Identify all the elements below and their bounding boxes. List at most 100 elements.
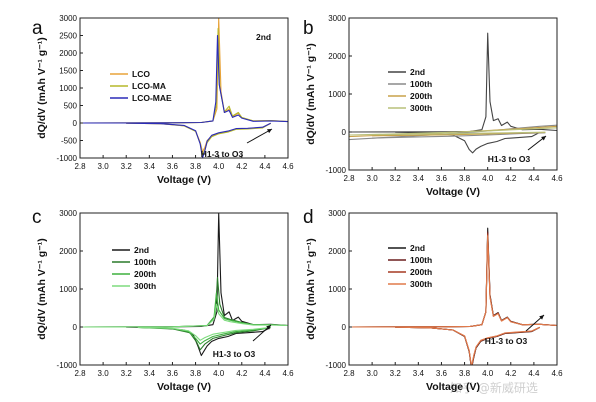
series-2nd-discharge-line	[395, 326, 540, 365]
plot-area	[349, 32, 557, 154]
x-tick-label: 3.8	[190, 162, 202, 171]
y-tick-label: 0	[342, 323, 347, 332]
series-100th-charge-line	[349, 231, 557, 328]
corner-label: 2nd	[256, 32, 271, 42]
y-tick-label: 2000	[328, 52, 346, 61]
series-300th-charge-line	[80, 303, 288, 328]
x-axis-label: Voltage (V)	[426, 381, 480, 393]
x-tick-label: 3.4	[413, 369, 425, 378]
y-tick-label: 3000	[59, 14, 77, 23]
x-axis-label: Voltage (V)	[157, 174, 211, 186]
panel-letter: a	[32, 18, 43, 39]
transition-annotation: H1-3 to O3	[201, 149, 244, 159]
series-lco-ma-charge-line	[80, 27, 288, 124]
y-tick-label: 2000	[59, 247, 77, 256]
panel-letter: d	[303, 207, 314, 228]
legend-label: 300th	[134, 281, 156, 291]
x-tick-label: 4.2	[236, 369, 248, 378]
y-tick-label: 3000	[328, 14, 346, 23]
y-axis-label: dQ/dV (mAh V⁻¹ g⁻¹)	[36, 37, 48, 139]
x-tick-label: 4.6	[282, 369, 294, 378]
x-tick-label: 4.2	[505, 369, 517, 378]
plot-area	[80, 18, 288, 158]
y-tick-label: 1000	[59, 84, 77, 93]
series-200th-charge-line	[80, 292, 288, 328]
series-300th-charge-line	[349, 235, 557, 328]
legend-label: 100th	[134, 257, 156, 267]
x-tick-label: 3.6	[167, 369, 179, 378]
x-tick-label: 3.0	[367, 174, 379, 183]
legend-label: 2nd	[134, 245, 149, 255]
watermark-text: 知乎 @新威研选	[450, 380, 538, 395]
legend-label: LCO	[132, 69, 150, 79]
plot-frame	[79, 212, 289, 366]
series-2nd-charge-line	[349, 227, 557, 328]
y-tick-label: 500	[64, 102, 78, 111]
annotation-arrow-head	[267, 129, 272, 134]
panel-letter: b	[303, 18, 314, 39]
y-tick-label: 1000	[59, 285, 77, 294]
transition-annotation: H1-3 to O3	[488, 154, 531, 164]
x-tick-label: 4.2	[505, 174, 517, 183]
x-tick-label: 3.8	[190, 369, 202, 378]
series-200th-charge-line	[349, 233, 557, 328]
x-tick-label: 3.4	[144, 162, 156, 171]
legend-label: 300th	[410, 279, 432, 289]
x-tick-label: 3.6	[436, 369, 448, 378]
y-tick-label: -500	[61, 137, 78, 146]
x-axis-label: Voltage (V)	[426, 186, 480, 198]
y-tick-label: 3000	[59, 209, 77, 218]
legend-label: 2nd	[410, 243, 425, 253]
x-tick-label: 4.6	[551, 174, 563, 183]
y-tick-label: 1000	[328, 90, 346, 99]
legend-label: 2nd	[410, 67, 425, 77]
y-tick-label: 2000	[59, 49, 77, 58]
legend-label: LCO-MAE	[132, 93, 172, 103]
legend-label: LCO-MA	[132, 81, 166, 91]
y-tick-label: 2000	[328, 247, 346, 256]
y-tick-label: 0	[73, 323, 78, 332]
x-tick-label: 2.8	[74, 162, 86, 171]
x-tick-label: 2.8	[343, 174, 355, 183]
plot-area	[80, 213, 288, 357]
x-tick-label: 4.6	[551, 369, 563, 378]
legend-label: 100th	[410, 79, 432, 89]
annotation-arrow-shaft	[246, 128, 273, 144]
x-tick-label: 4.0	[482, 174, 494, 183]
x-tick-label: 3.2	[121, 162, 133, 171]
x-tick-label: 3.4	[144, 369, 156, 378]
x-tick-label: 3.0	[367, 369, 379, 378]
x-axis-label: Voltage (V)	[157, 381, 211, 393]
series-100th-charge-line	[80, 277, 288, 328]
transition-annotation: H1-3 to O3	[213, 349, 256, 359]
legend-label: 200th	[410, 267, 432, 277]
annotation-arrow-head	[539, 315, 544, 320]
y-tick-label: 0	[73, 119, 78, 128]
x-tick-label: 4.2	[236, 162, 248, 171]
x-tick-label: 3.0	[98, 369, 110, 378]
legend-label: 200th	[410, 91, 432, 101]
series-lco-mae-charge-line	[80, 34, 288, 124]
x-tick-label: 3.0	[98, 162, 110, 171]
y-tick-label: -1000	[57, 361, 78, 370]
series-100th-discharge-line	[372, 132, 546, 139]
series-300th-charge-line	[349, 127, 557, 136]
x-tick-label: 4.4	[259, 369, 271, 378]
transition-annotation: H1-3 to O3	[485, 336, 528, 346]
y-tick-label: 3000	[328, 209, 346, 218]
x-tick-label: 4.6	[282, 162, 294, 171]
series-300th-discharge-line	[372, 131, 546, 136]
x-tick-label: 3.8	[459, 369, 471, 378]
y-tick-label: -1000	[326, 361, 347, 370]
x-tick-label: 3.2	[121, 369, 133, 378]
x-tick-label: 4.4	[259, 162, 271, 171]
x-tick-label: 4.0	[482, 369, 494, 378]
y-axis-label: dQ/dV (mAh V⁻¹ g⁻¹)	[305, 238, 317, 340]
x-tick-label: 4.4	[528, 369, 540, 378]
x-tick-label: 3.6	[436, 174, 448, 183]
y-axis-label: dQ/dV (mAh V⁻¹ g⁻¹)	[305, 43, 317, 145]
panel-c: 2.8 3.0 3.2 3.4 3.6 3.8 4.0 4.2 4.4 4.6 -1000 0 1000…	[32, 207, 294, 393]
y-tick-label: 1000	[328, 285, 346, 294]
x-tick-label: 2.8	[74, 369, 86, 378]
panel-d: 2.8 3.0 3.2 3.4 3.6 3.8 4.0 4.2 4.4 4.6 -1000 0 1000…	[303, 207, 563, 393]
